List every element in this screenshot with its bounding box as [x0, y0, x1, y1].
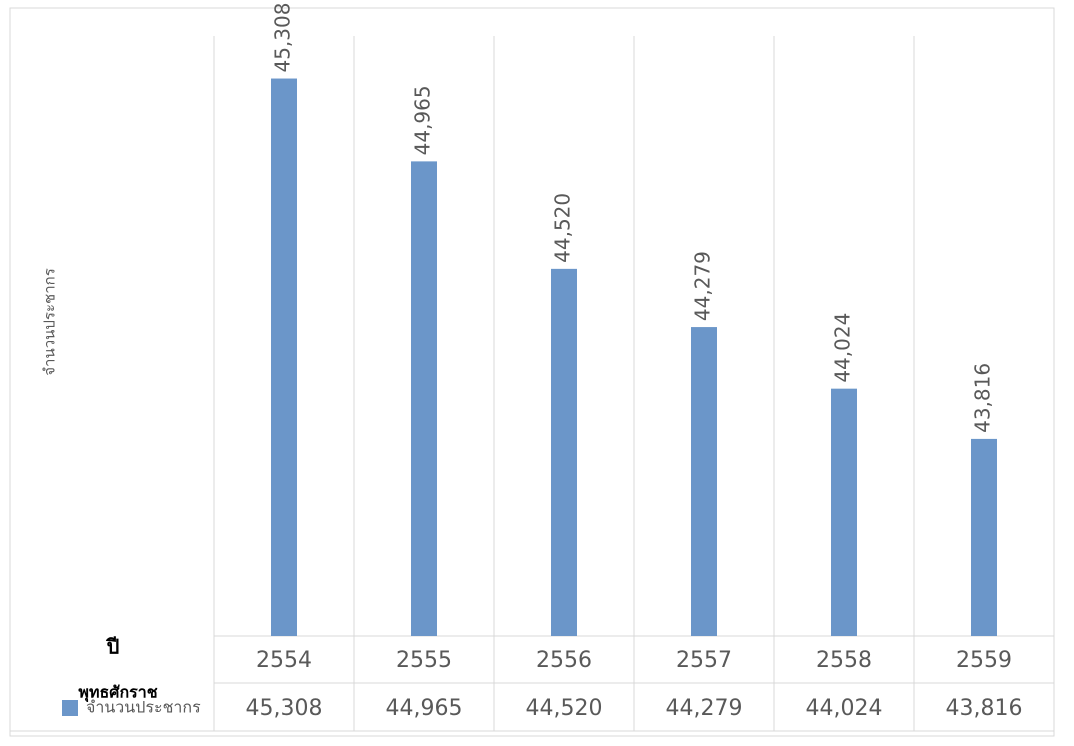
data-label: 45,308 — [271, 3, 295, 73]
bar — [411, 161, 437, 636]
x-axis-title: ปี — [105, 635, 119, 659]
data-label: 43,816 — [971, 363, 995, 433]
table-category: 2559 — [956, 648, 1012, 673]
table-category: 2556 — [536, 648, 592, 673]
table-value: 43,816 — [946, 696, 1023, 721]
table-value: 44,520 — [526, 696, 603, 721]
table-category: 2554 — [256, 648, 312, 673]
table-category: 2557 — [676, 648, 732, 673]
data-label: 44,965 — [411, 85, 435, 155]
chart-frame — [9, 7, 1055, 737]
bar — [971, 438, 997, 636]
data-label: 44,279 — [691, 251, 715, 321]
table-category: 2555 — [396, 648, 452, 673]
bar — [691, 327, 717, 636]
table-value: 44,965 — [386, 696, 463, 721]
table-value: 45,308 — [246, 696, 323, 721]
data-label: 44,024 — [831, 313, 855, 383]
table-value: 44,024 — [806, 696, 883, 721]
table-category: 2558 — [816, 648, 872, 673]
bar — [551, 268, 577, 636]
legend-swatch — [62, 700, 78, 716]
table-value: 44,279 — [666, 696, 743, 721]
legend-label: จำนวนประชากร — [86, 698, 201, 717]
data-label: 44,520 — [551, 193, 575, 263]
bar — [831, 388, 857, 636]
bar — [271, 78, 297, 636]
table-label: พุทธศักราช — [78, 683, 157, 703]
y-axis-title: จำนวนประชากร — [41, 268, 59, 376]
